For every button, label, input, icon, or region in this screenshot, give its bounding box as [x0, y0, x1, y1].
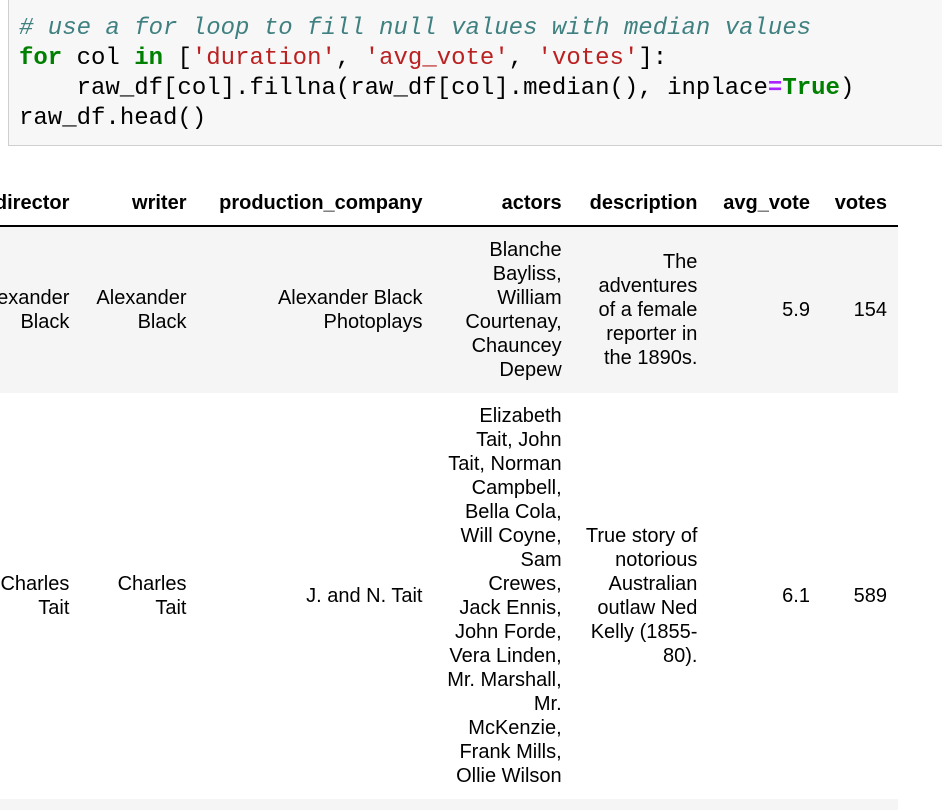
cell-writer: Alexander Black	[80, 226, 198, 393]
code-cell[interactable]: # use a for loop to fill null values wit…	[8, 0, 942, 146]
column-header-director: director	[0, 180, 81, 227]
output-area: director writer production_company actor…	[0, 180, 942, 810]
cell-partial	[572, 799, 709, 810]
code-line: for col in ['duration', 'avg_vote', 'vot…	[19, 45, 667, 72]
cell-production-company: J. and N. Tait	[197, 393, 434, 799]
code-token: col	[62, 45, 135, 72]
code-token: )	[839, 75, 855, 102]
cell-description: True story of notorious Australian outla…	[572, 393, 709, 799]
cell-actors: Blanche Bayliss, William Courtenay, Chau…	[433, 226, 573, 393]
code-token: 'votes'	[537, 45, 639, 72]
cell-actors: Elizabeth Tait, John Tait, Norman Campbe…	[433, 393, 573, 799]
code-token: raw_df.head()	[19, 105, 207, 132]
cell-partial	[708, 799, 821, 810]
code-token: 'duration'	[191, 45, 336, 72]
code-line: # use a for loop to fill null values wit…	[19, 15, 811, 42]
cell-avg-vote: 5.9	[708, 226, 821, 393]
cell-partial	[80, 799, 198, 810]
cell-partial	[0, 799, 81, 810]
code-token: in	[134, 45, 164, 72]
cell-writer: Charles Tait	[80, 393, 198, 799]
cell-production-company: Alexander Black Photoplays	[197, 226, 434, 393]
cell-partial	[197, 799, 434, 810]
code-token: 'avg_vote'	[364, 45, 509, 72]
cell-partial	[820, 799, 898, 810]
code-token: ]:	[638, 45, 668, 72]
column-header-actors: actors	[433, 180, 573, 227]
cell-avg-vote: 6.1	[708, 393, 821, 799]
cell-votes: 589	[820, 393, 898, 799]
code-token: raw_df[col].fillna(raw_df[col].median(),…	[19, 75, 768, 102]
column-header-description: description	[572, 180, 709, 227]
table-header-row: director writer production_company actor…	[0, 180, 898, 227]
cell-partial	[433, 799, 573, 810]
code-line: raw_df[col].fillna(raw_df[col].median(),…	[19, 75, 855, 102]
table-row-partial	[0, 799, 898, 810]
column-header-writer: writer	[80, 180, 198, 227]
table-row: Charles Tait Charles Tait J. and N. Tait…	[0, 393, 898, 799]
cell-director: Alexander Black	[0, 226, 81, 393]
code-token: for	[19, 45, 63, 72]
cell-votes: 154	[820, 226, 898, 393]
cell-director: Charles Tait	[0, 393, 81, 799]
cell-description: The adventures of a female reporter in t…	[572, 226, 709, 393]
dataframe-table: director writer production_company actor…	[0, 180, 898, 810]
column-header-production-company: production_company	[197, 180, 434, 227]
code-token: ,	[508, 45, 538, 72]
code-line: raw_df.head()	[19, 105, 206, 132]
column-header-avg-vote: avg_vote	[708, 180, 821, 227]
column-header-votes: votes	[820, 180, 898, 227]
code-token: =	[767, 75, 783, 102]
code-token: ,	[335, 45, 365, 72]
table-row: Alexander Black Alexander Black Alexande…	[0, 226, 898, 393]
code-token: [	[163, 45, 192, 72]
code-token: # use a for loop to fill null values wit…	[19, 15, 812, 42]
code-token: True	[782, 75, 840, 102]
code-editor[interactable]: # use a for loop to fill null values wit…	[19, 14, 854, 134]
